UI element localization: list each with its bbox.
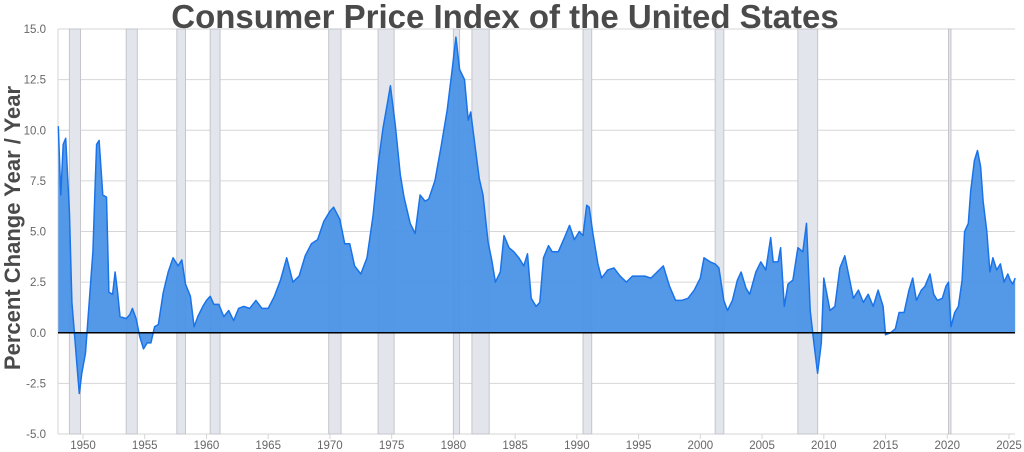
x-tick-label: 2015 <box>873 440 899 452</box>
gridlines <box>57 28 1015 439</box>
x-tick-label: 1990 <box>564 440 590 452</box>
x-tick-label: 2005 <box>749 440 775 452</box>
x-tick-label: 1980 <box>441 440 467 452</box>
chart-title: Consumer Price Index of the United State… <box>171 0 838 35</box>
cpi-area-fill <box>58 37 1016 394</box>
recession-band <box>948 28 952 435</box>
x-tick-label: 2010 <box>811 440 837 452</box>
cpi-line <box>57 36 1016 395</box>
y-axis-ticks: 15.0 12.5 10.0 7.5 5.0 2.5 0.0 -2.5 -5.0 <box>24 24 46 441</box>
x-tick-label: 1970 <box>317 440 343 452</box>
x-tick-label: 2025 <box>996 440 1022 452</box>
y-tick-label: 10.0 <box>24 125 46 137</box>
y-tick-label: 12.5 <box>24 75 46 87</box>
series-area <box>57 36 1016 395</box>
y-tick-label: 0.0 <box>30 328 46 340</box>
y-tick-label: 2.5 <box>30 277 46 289</box>
recession-band <box>714 28 725 435</box>
x-tick-label: 1975 <box>379 440 405 452</box>
x-tick-label: 2000 <box>688 440 714 452</box>
recession-band <box>209 28 221 435</box>
x-tick-label: 1995 <box>626 440 652 452</box>
x-axis-ticks: 1950 1955 1960 1965 1970 1975 1980 1985 1990 1995… <box>70 440 1022 452</box>
y-tick-label: 15.0 <box>24 24 46 36</box>
recession-band <box>125 28 138 435</box>
recession-band <box>797 28 819 435</box>
y-tick-label: -5.0 <box>26 429 46 441</box>
x-tick-label: 1960 <box>194 440 220 452</box>
recession-band <box>176 28 186 435</box>
x-tick-label: 1965 <box>255 440 281 452</box>
x-tick-label: 1985 <box>502 440 528 452</box>
y-tick-label: 7.5 <box>30 176 46 188</box>
x-tick-label: 1950 <box>70 440 96 452</box>
y-tick-label: 5.0 <box>30 227 46 239</box>
x-tick-label: 2020 <box>934 440 960 452</box>
y-tick-label: -2.5 <box>26 378 46 390</box>
x-tick-label: 1955 <box>132 440 158 452</box>
y-axis-label: Percent Change Year / Year <box>0 86 25 371</box>
